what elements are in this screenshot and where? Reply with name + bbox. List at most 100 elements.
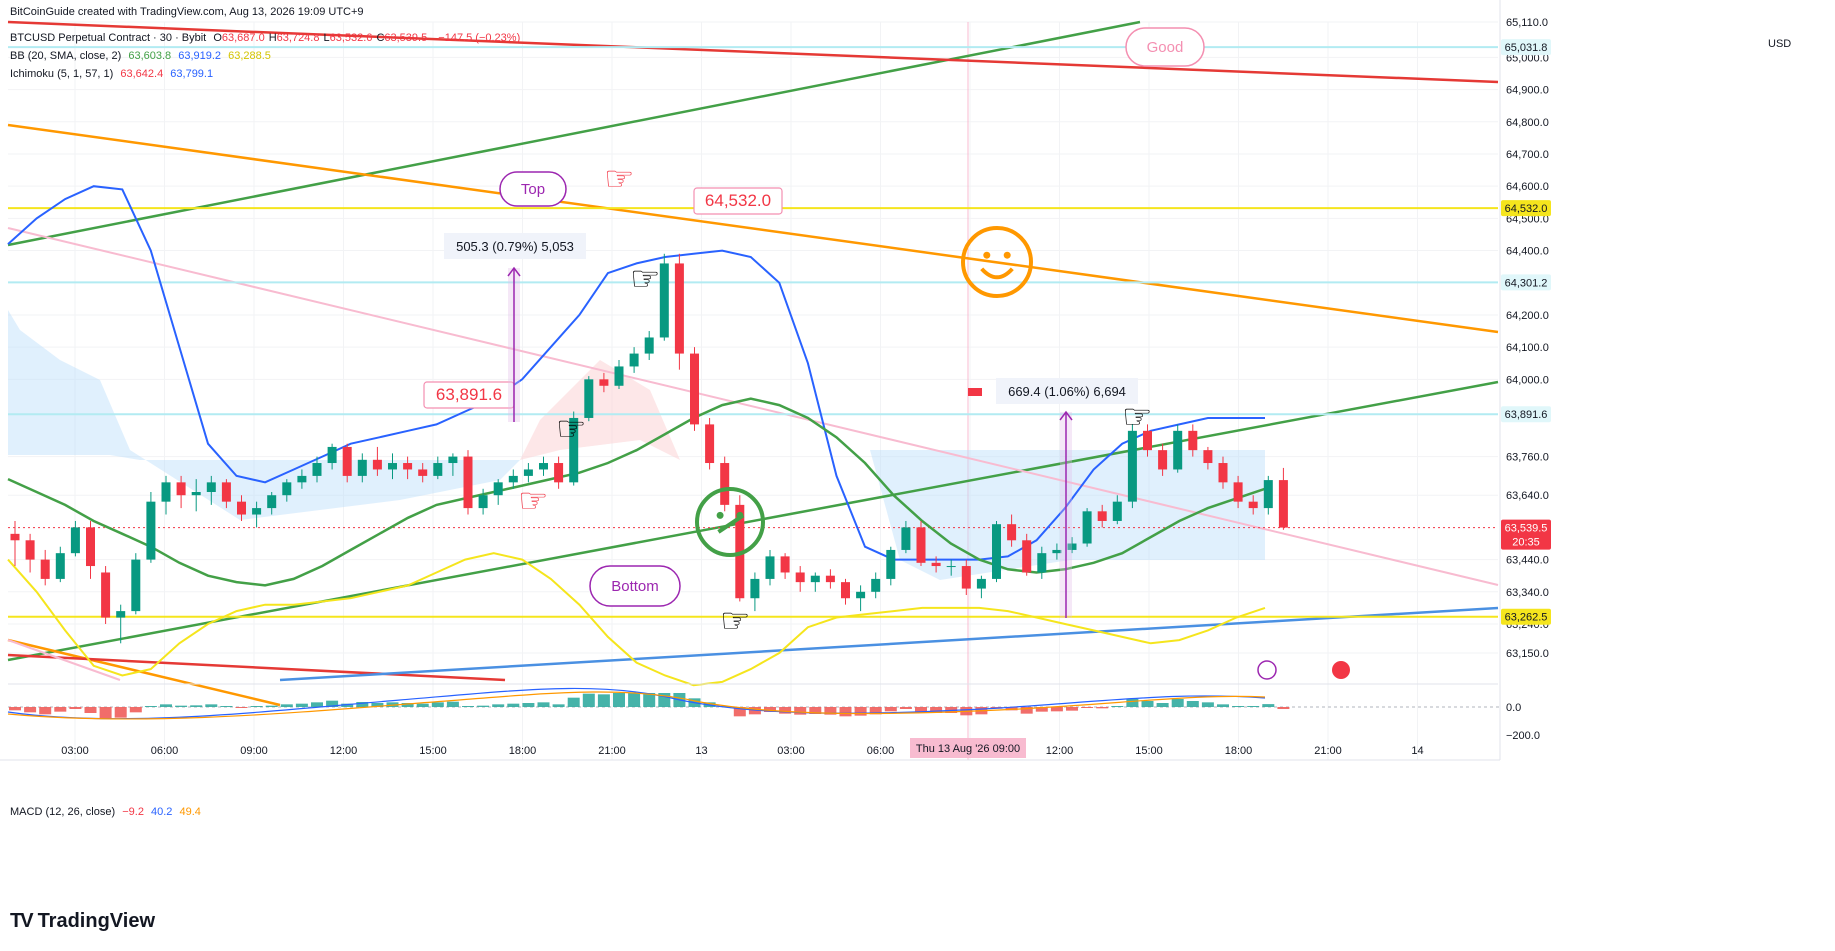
candle-body [463,456,473,509]
macd-histogram-bar [567,697,580,707]
candle-body [1067,543,1077,550]
price-label-box [1501,274,1551,291]
macd-histogram-bar [1217,704,1229,707]
cloud-area [870,450,1265,580]
symbol-name[interactable]: BTCUSD Perpetual Contract · 30 · Bybit [10,32,207,44]
candle-body [252,508,262,515]
candle-body [584,379,594,418]
annotations: Top Bottom Good 64,532.0 63,891.6 505.3 (0.79… [423,27,1350,680]
macd-histogram-bar [250,706,263,707]
time-tick-label: 09:00 [240,745,268,757]
macd-histogram-bar [205,704,218,707]
candle-body [856,591,866,599]
smiley-icon [961,226,1033,298]
time-tick-label: 13 [695,745,707,757]
time-tick-label: 06:00 [151,745,179,757]
candle-body [70,527,80,554]
bb-basis-value: 63,603.8 [128,50,172,62]
candle-body [614,366,624,386]
macd-histogram-bar [809,707,822,714]
candle-body [433,463,443,476]
macd-histogram-bar [854,707,867,716]
trend-line [7,227,1499,586]
ohlc-key: O [213,32,222,44]
ichimoku-value-b: 63,799.1 [170,68,214,80]
price-tick-label: 63,440.0 [1506,555,1549,567]
macd-histogram-bar [114,707,127,718]
candle-body [116,611,126,618]
tradingview-logo[interactable]: TV TradingView [10,910,155,933]
legend-symbol-row: BTCUSD Perpetual Contract · 30 · Bybit O… [10,32,524,44]
macd-histogram-bar [401,703,414,707]
smiley-icon-ring [961,226,1033,298]
smirk-icon-mouth [717,513,745,534]
macd-histogram-bar [1141,701,1154,707]
time-tick-label: 14 [1411,745,1423,757]
good-callout-text: Good [1147,39,1184,56]
macd-histogram-bar [341,703,354,707]
candle-body [55,553,65,579]
smiley-icon-eye [983,251,991,259]
candle-body [161,482,171,502]
candle-body [1143,430,1152,451]
candle-body [1203,450,1213,464]
macd-histogram-bar [39,707,52,715]
ohlc-value: 63,539.5 [384,32,428,44]
price-label-box [1501,608,1551,625]
macd-histogram-bar [794,707,807,715]
candle-body [1097,511,1107,521]
macd-histogram-bar [1186,701,1199,707]
candle-body [523,469,533,476]
candle-body [1158,450,1168,470]
time-tick-label: 15:00 [419,745,447,757]
price-tick-label: 64,600.0 [1506,181,1549,193]
trend-lines [7,20,1499,707]
price-tick-label: 64,500.0 [1506,213,1549,225]
price-note-63891-text: 63,891.6 [436,385,502,404]
legend-macd-row[interactable]: MACD (12, 26, close) −9.2 40.2 49.4 [10,806,205,818]
candle-body [901,527,911,550]
candle-body [10,533,20,541]
time-tick-label: 03:00 [777,745,805,757]
candle-body [795,572,805,583]
macd-histogram-bar [733,707,746,717]
macd-histogram-bar [9,707,21,711]
bb-label: BB (20, SMA, close, 2) [10,50,122,62]
macd-histogram-bar [311,702,323,707]
price-tick-label: 64,800.0 [1506,117,1549,129]
horizontal-lines [8,46,1498,618]
candle-body [25,540,35,560]
measure-tool-1-box [444,233,586,259]
candle-body [1022,540,1032,573]
legend-ichimoku-row[interactable]: Ichimoku (5, 1, 57, 1) 63,642.4 63,799.1 [10,68,217,80]
candle-body [176,482,186,496]
macd-signal-value: 40.2 [151,806,173,818]
candle-body [1233,482,1243,502]
measure-tool-1-arrow [507,266,521,277]
macd-histogram-bar [1066,707,1078,711]
macd-histogram-bar [175,705,188,707]
credit-text: BitCoinGuide created with TradingView.co… [10,6,364,18]
candle-body [282,482,292,496]
price-tick-label: 64,200.0 [1506,310,1549,322]
candle-body [297,475,307,483]
pointing-hand-icon: ☞ [556,409,586,449]
price-label-box [1501,200,1551,217]
candle-body [720,463,730,505]
time-tick-label: 18:00 [509,745,537,757]
pointing-hand-icon: ☞ [630,259,660,299]
candle-body [1248,501,1258,509]
macd-label: MACD (12, 26, close) [10,806,116,818]
time-tick-label: 06:00 [867,745,895,757]
macd-histogram-bar [1096,707,1109,709]
macd-histogram-bar [839,707,852,717]
macd-signal-line [7,691,1266,720]
smirk-icon [695,487,765,557]
measure-tool-2-arrow [1059,410,1073,421]
legend-bb-row[interactable]: BB (20, SMA, close, 2) 63,603.8 63,919.2… [10,50,275,62]
time-tick-label: 21:00 [1314,745,1342,757]
candle-body [1007,524,1017,541]
macd-histogram-bar [1081,707,1094,708]
candle-body [146,501,156,560]
